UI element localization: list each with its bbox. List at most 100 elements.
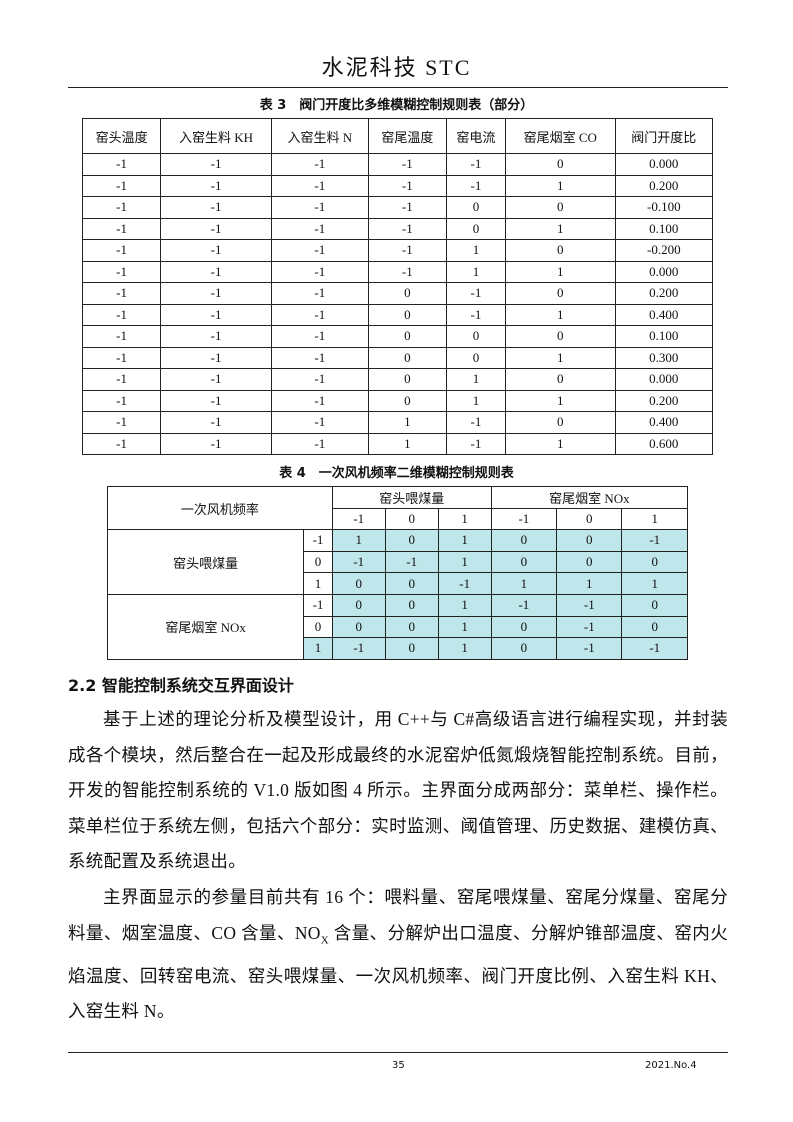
table-cell: -1 (331, 550, 386, 574)
table-cell: -1 (445, 432, 506, 455)
table-cell: -1 (556, 615, 623, 639)
p2-subscript: X (320, 934, 329, 946)
table-cell: -1 (490, 593, 558, 617)
table-cell: 0.000 (614, 153, 714, 176)
table-cell: -1 (160, 217, 272, 240)
footer-rule (68, 1052, 728, 1053)
table-cell: -1 (270, 303, 369, 326)
row-group-header: 窑尾烟室 NOx (106, 593, 305, 660)
table4: 一次风机频率 窑头喂煤量 窑尾烟室 NOx -1 0 1 -1 0 1 窑头喂煤量 -1 1 0 1 0 0-… (106, 485, 689, 660)
table-cell: -1 (445, 303, 506, 326)
p2-text-b: 含量、分解炉出口温度、分解炉锥部温度、窑内火焰温度、回转窑电流、窑头喂煤量、一次… (68, 922, 728, 1022)
table-cell: 0.100 (614, 217, 714, 240)
table-cell: 1 (437, 529, 492, 552)
table-cell: -1 (160, 153, 272, 176)
table-row: -1 -1 -1 1 -1 1 0.600 (81, 432, 714, 455)
table-cell: 1 (504, 389, 616, 412)
table-cell: -1 (81, 411, 162, 434)
table-cell: 1 (621, 572, 688, 595)
table-cell: 0 (445, 325, 506, 348)
table-cell: -1 (621, 637, 688, 660)
table-row: 0 -1 -1 1 0 0 0 (108, 550, 688, 574)
table3: 窑头温度 入窑生料 KH 入窑生料 N 窑尾温度 窑电流 窑尾烟室 CO 阀门开度比 -1 -1… (81, 118, 714, 455)
column-header: 窑头温度 (81, 118, 162, 154)
table-cell: -1 (160, 260, 272, 283)
table-cell: 0.400 (614, 303, 714, 326)
column-level: 1 (621, 507, 688, 531)
table-cell: 0.200 (614, 389, 714, 412)
table-cell: 1 (504, 217, 616, 240)
table-cell: 0 (384, 637, 439, 660)
table-cell: -1 (367, 174, 447, 197)
table-row: -1 -1 -1 -1 -1 1 0.200 (81, 174, 714, 197)
column-header: 窑尾温度 (367, 118, 447, 154)
table-cell: 0 (504, 196, 616, 219)
column-level: -1 (490, 507, 558, 531)
table-cell: 1 (504, 432, 616, 455)
table-cell: -1 (160, 411, 272, 434)
table-cell: -1 (445, 282, 506, 305)
table-cell: 0.200 (614, 282, 714, 305)
table-cell: 0.600 (614, 432, 714, 455)
table-cell: 0 (490, 615, 558, 639)
table-cell: 0 (490, 550, 558, 574)
table-cell: -1 (270, 260, 369, 283)
table-cell: -1 (270, 239, 369, 262)
table-cell: -1 (81, 282, 162, 305)
table-cell: 1 (445, 389, 506, 412)
row-level: 0 (303, 550, 333, 574)
table-cell: -1 (270, 368, 369, 391)
table-row: -1 -1 -1 0 0 1 0.300 (81, 346, 714, 369)
table-cell: -1 (445, 411, 506, 434)
table-cell: 0.000 (614, 260, 714, 283)
table-cell: 1 (490, 572, 558, 595)
table-row: -1 -1 -1 0 -1 0 0.200 (81, 282, 714, 305)
table-cell: 1 (504, 260, 616, 283)
table-cell: -1 (81, 303, 162, 326)
table-cell: -1 (160, 325, 272, 348)
row-level: -1 (303, 529, 333, 552)
row-level: -1 (303, 593, 333, 617)
table-cell: -1 (81, 368, 162, 391)
table-cell: 1 (437, 615, 492, 639)
issue-label: 2021.No.4 (645, 1060, 697, 1071)
table-row: -1 -1 -1 0 0 0 0.100 (81, 325, 714, 348)
table-cell: -1 (621, 529, 688, 552)
table-cell: 0 (504, 325, 616, 348)
table-cell: -1 (81, 239, 162, 262)
table-cell: -1 (367, 217, 447, 240)
table-cell: 1 (504, 346, 616, 369)
section-heading: 2.2 智能控制系统交互界面设计 (68, 676, 294, 695)
table-cell: 1 (437, 550, 492, 574)
table-cell: 0 (556, 529, 623, 552)
column-header: 窑尾烟室 CO (504, 118, 616, 154)
table-cell: 0 (384, 529, 439, 552)
table-cell: 0 (331, 615, 386, 639)
page-number: 35 (392, 1060, 405, 1071)
table-cell: -1 (81, 217, 162, 240)
table-row: -1 -1 -1 -1 0 1 0.100 (81, 217, 714, 240)
table-cell: -1 (81, 260, 162, 283)
table-cell: -1 (160, 174, 272, 197)
table-cell: -1 (81, 346, 162, 369)
table-cell: -1 (270, 174, 369, 197)
table-cell: 0 (504, 153, 616, 176)
table-cell: -1 (81, 432, 162, 455)
table-cell: 0 (367, 325, 447, 348)
table-cell: -1 (81, 196, 162, 219)
table-cell: 0 (367, 346, 447, 369)
table-cell: -1 (270, 346, 369, 369)
column-header: 入窑生料 KH (160, 118, 272, 154)
table-row: 窑头喂煤量 -1 1 0 1 0 0 -1 (106, 529, 688, 595)
column-level: -1 (331, 507, 386, 531)
table-cell: -1 (270, 432, 369, 455)
table-cell: 0 (621, 550, 688, 574)
corner-header: 一次风机频率 (107, 485, 333, 531)
table-cell: 0 (331, 572, 386, 595)
table-cell: 0 (384, 593, 439, 617)
table-row: -1 -1 -1 0 -1 1 0.400 (81, 303, 714, 326)
column-header: 入窑生料 N (270, 118, 369, 154)
row-level: 0 (303, 615, 333, 639)
table-cell: 1 (367, 411, 447, 434)
